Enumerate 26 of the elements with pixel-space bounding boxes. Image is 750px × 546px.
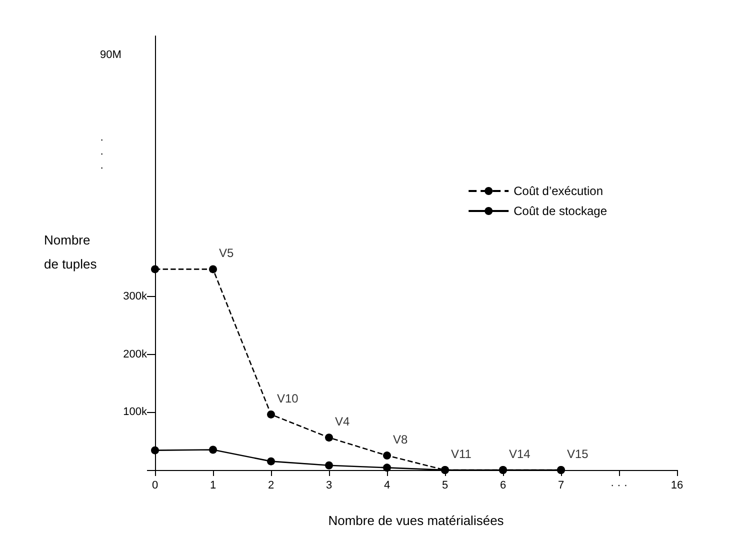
x-tick-label: 7 — [558, 480, 564, 492]
x-tick-label: 1 — [210, 480, 216, 492]
x-tick-label: 2 — [268, 480, 274, 492]
x-tick-label: · · · — [610, 480, 628, 492]
legend-label: Coût d’exécution — [514, 184, 603, 198]
text: · · · — [100, 134, 104, 174]
y-tick-label: 100k — [123, 406, 148, 418]
x-tick-label: 4 — [384, 480, 390, 492]
x-axis-title: Nombre de vues matérialisées — [328, 513, 504, 528]
text: 90M — [100, 49, 122, 61]
legend-label: Coût de stockage — [514, 204, 608, 218]
annotation: V5 — [219, 246, 234, 260]
y-tick-label: 200k — [123, 348, 148, 360]
annotation: V11 — [451, 447, 472, 461]
annotation: V14 — [509, 447, 531, 461]
annotation: V15 — [567, 447, 589, 461]
x-tick-label: 6 — [500, 480, 506, 492]
annotation: V10 — [277, 391, 299, 406]
x-tick-label: 5 — [442, 480, 448, 492]
x-tick-label: 3 — [326, 480, 332, 492]
x-tick-label: 0 — [152, 480, 158, 492]
y-axis-title: Nombre de tuples — [44, 232, 98, 272]
annotation: V8 — [393, 432, 408, 447]
x-tick-label: 16 — [670, 480, 684, 492]
annotation: V4 — [335, 414, 350, 429]
y-tick-label: 300k — [123, 290, 148, 302]
